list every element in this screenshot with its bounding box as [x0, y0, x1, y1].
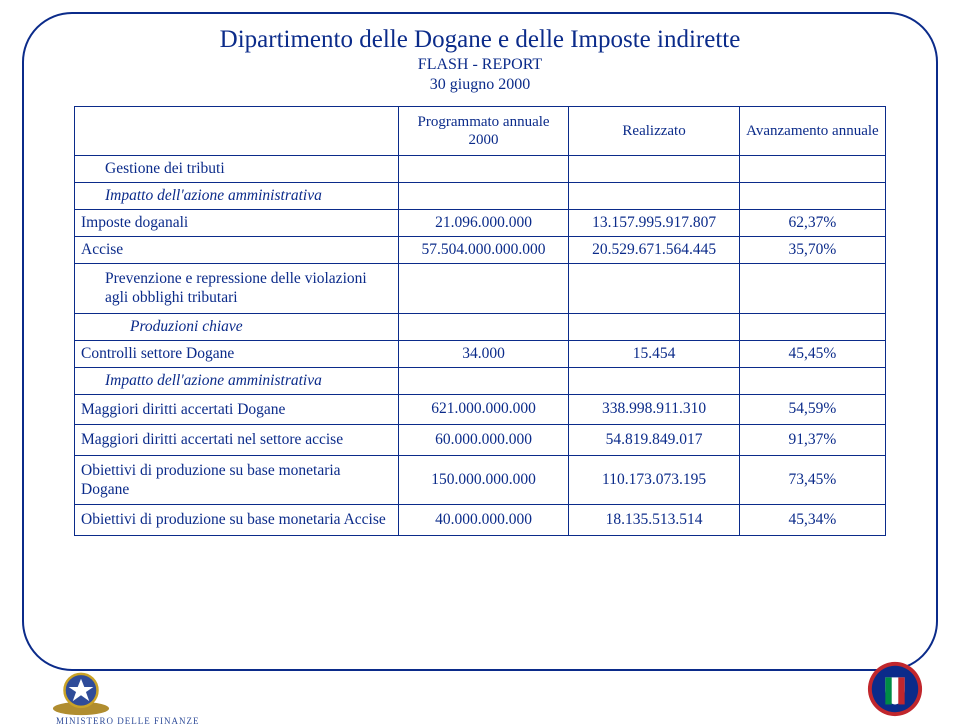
- row-label: Obiettivi di produzione su base monetari…: [74, 505, 399, 535]
- cell-prog: 150.000.000.000: [399, 456, 570, 506]
- cell-real: 338.998.911.310: [569, 395, 740, 425]
- cell-prog: 40.000.000.000: [399, 505, 570, 535]
- section-label: Prevenzione e repressione delle violazio…: [74, 264, 399, 314]
- cell-adv: 35,70%: [740, 237, 886, 264]
- table-row: Accise 57.504.000.000.000 20.529.671.564…: [74, 237, 886, 264]
- cell-prog: 60.000.000.000: [399, 425, 570, 455]
- page-frame: Dipartimento delle Dogane e delle Impost…: [22, 12, 938, 671]
- cell-real: 15.454: [569, 341, 740, 368]
- subsection-label: Impatto dell'azione amministrativa: [74, 183, 399, 210]
- subsection-row: Impatto dell'azione amministrativa: [74, 368, 886, 395]
- col-realizzato: Realizzato: [569, 106, 740, 156]
- ministry-name: MINISTERO DELLE FINANZE: [56, 716, 200, 726]
- table-row: Maggiori diritti accertati nel settore a…: [74, 425, 886, 455]
- subsection-row: Produzioni chiave: [74, 314, 886, 341]
- cell-adv: 45,34%: [740, 505, 886, 535]
- cell-real: 110.173.073.195: [569, 456, 740, 506]
- cell-real: 18.135.513.514: [569, 505, 740, 535]
- table-row: Obiettivi di produzione su base monetari…: [74, 456, 886, 506]
- row-label: Accise: [74, 237, 399, 264]
- row-label: Maggiori diritti accertati nel settore a…: [74, 425, 399, 455]
- subsection-label: Produzioni chiave: [74, 314, 399, 341]
- table-header-row: Programmato annuale 2000 Realizzato Avan…: [74, 106, 886, 156]
- table-row: Imposte doganali 21.096.000.000 13.157.9…: [74, 210, 886, 237]
- subsection-label: Impatto dell'azione amministrativa: [74, 368, 399, 395]
- cell-prog: 57.504.000.000.000: [399, 237, 570, 264]
- page-title: Dipartimento delle Dogane e delle Impost…: [74, 26, 886, 54]
- section-row: Gestione dei tributi: [74, 156, 886, 183]
- ministry-emblem-icon: [48, 666, 114, 718]
- table-row: Maggiori diritti accertati Dogane 621.00…: [74, 395, 886, 425]
- page-date: 30 giugno 2000: [74, 76, 886, 94]
- row-label: Maggiori diritti accertati Dogane: [74, 395, 399, 425]
- cell-prog: 21.096.000.000: [399, 210, 570, 237]
- col-programmato: Programmato annuale 2000: [399, 106, 570, 156]
- cell-prog: 34.000: [399, 341, 570, 368]
- cell-adv: 62,37%: [740, 210, 886, 237]
- cell-adv: 45,45%: [740, 341, 886, 368]
- col-avanzamento: Avanzamento annuale: [740, 106, 886, 156]
- table-row: Controlli settore Dogane 34.000 15.454 4…: [74, 341, 886, 368]
- cell-adv: 54,59%: [740, 395, 886, 425]
- subsection-row: Impatto dell'azione amministrativa: [74, 183, 886, 210]
- page-subtitle: FLASH - REPORT: [74, 56, 886, 74]
- section-row: Prevenzione e repressione delle violazio…: [74, 264, 886, 314]
- cell-real: 13.157.995.917.807: [569, 210, 740, 237]
- section-label: Gestione dei tributi: [74, 156, 399, 183]
- cell-real: 20.529.671.564.445: [569, 237, 740, 264]
- cell-real: 54.819.849.017: [569, 425, 740, 455]
- cell-adv: 91,37%: [740, 425, 886, 455]
- row-label: Imposte doganali: [74, 210, 399, 237]
- finance-shield-icon: [866, 660, 924, 718]
- report-table: Programmato annuale 2000 Realizzato Avan…: [74, 106, 886, 536]
- cell-adv: 73,45%: [740, 456, 886, 506]
- row-label: Controlli settore Dogane: [74, 341, 399, 368]
- row-label: Obiettivi di produzione su base monetari…: [74, 456, 399, 506]
- table-row: Obiettivi di produzione su base monetari…: [74, 505, 886, 535]
- cell-prog: 621.000.000.000: [399, 395, 570, 425]
